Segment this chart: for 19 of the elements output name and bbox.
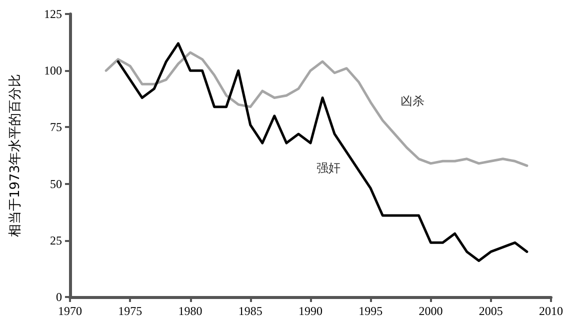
y-tick-label: 25: [50, 233, 62, 248]
x-tick-label: 1990: [298, 304, 322, 318]
y-tick-label: 50: [50, 176, 62, 191]
line-series: [116, 42, 528, 262]
y-tick-label: 0: [56, 290, 62, 304]
y-tick-label: 100: [44, 64, 62, 78]
series-label: 强奸: [316, 160, 341, 175]
x-tick-label: 2010: [539, 304, 563, 318]
y-tick-label: 75: [50, 120, 62, 134]
x-tick-label: 1995: [358, 304, 383, 318]
x-tick-label: 1975: [118, 304, 142, 318]
x-tick-label: 2000: [418, 304, 443, 318]
x-tick-label: 1980: [178, 304, 202, 318]
x-tick-label: 2005: [478, 304, 503, 318]
y-tick-label: 125: [44, 7, 62, 21]
y-axis-title: 相当于1973年水平的百分比: [8, 74, 23, 238]
series-label: 凶杀: [400, 94, 425, 108]
x-tick-label: 1970: [58, 304, 82, 318]
x-tick-label: 1985: [238, 304, 262, 318]
